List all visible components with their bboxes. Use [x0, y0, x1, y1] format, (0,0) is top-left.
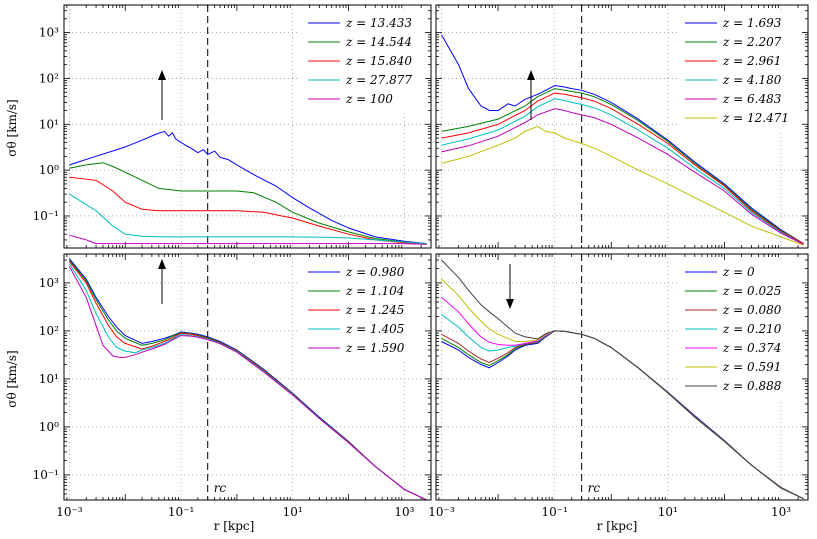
- y-tick-label: 10²: [39, 324, 59, 338]
- legend-label: z = 0.025: [722, 284, 781, 298]
- legend-label: z = 1.245: [345, 303, 404, 317]
- plot-frame: [435, 253, 809, 501]
- plot-frame: [63, 253, 432, 501]
- series-line: [69, 176, 427, 245]
- y-tick-label: 10¹: [39, 117, 59, 131]
- arrow-head: [158, 70, 166, 80]
- y-tick-label: 10⁰: [39, 163, 59, 177]
- arrow-head: [506, 299, 514, 309]
- series-line: [441, 125, 804, 246]
- legend-label: z = 1.590: [345, 341, 405, 355]
- y-tick-label: 10²: [39, 71, 59, 85]
- y-tick-label: 10⁰: [39, 420, 59, 434]
- y-axis-label-top: σθ [km/s]: [5, 99, 19, 156]
- legend-label: z = 100: [345, 92, 393, 106]
- x-tick-label: 10³: [771, 505, 791, 519]
- legend-box: [677, 11, 802, 131]
- x-tick-label: 10⁻¹: [168, 505, 194, 519]
- panel-bottom-left: z = 0.980 z = 1.104 z = 1.245 z = 1.405 z = …: [33, 253, 432, 519]
- series-line: [69, 193, 427, 245]
- series-group: [68, 258, 427, 500]
- x-tick-label: 10⁻³: [56, 505, 83, 519]
- y-tick-label: 10³: [39, 26, 59, 40]
- x-tick-label: 10⁻³: [428, 505, 455, 519]
- x-tick-label: 10⁻¹: [541, 505, 567, 519]
- legend-label: z = 0.210: [722, 322, 782, 336]
- series-line: [441, 98, 804, 245]
- legend-label: z = 14.544: [345, 35, 412, 49]
- legend-label: z = 4.180: [722, 73, 782, 87]
- series-line: [69, 234, 427, 245]
- legend-label: z = 0.888: [722, 379, 782, 393]
- plot-frame: [63, 4, 432, 249]
- panel-bottom-right: z = 0 z = 0.025 z = 0.080 z = 0.210 z = 0.37…: [428, 253, 809, 519]
- legend: z = 0 z = 0.025 z = 0.080 z = 0.210 z = 0.37…: [677, 260, 802, 399]
- legend-label: z = 0.374: [722, 341, 781, 355]
- series-line: [69, 130, 427, 245]
- legend-label: z = 27.877: [345, 73, 412, 87]
- arrow-head: [158, 259, 166, 269]
- plot-frame: [435, 4, 809, 249]
- legend-label: z = 1.104: [345, 284, 404, 298]
- legend-label: z = 0.080: [722, 303, 782, 317]
- arrow-head: [527, 70, 535, 80]
- legend: z = 13.433 z = 14.544 z = 15.840 z = 27.877…: [300, 11, 425, 112]
- series-group: [441, 34, 804, 246]
- series-line: [69, 162, 427, 245]
- y-tick-label: 10⁻¹: [33, 209, 59, 223]
- y-tick-label: 10⁻¹: [33, 468, 59, 482]
- x-axis-label-left: r [kpc]: [214, 519, 255, 533]
- x-tick-label: 10³: [394, 505, 414, 519]
- legend: z = 0.980 z = 1.104 z = 1.245 z = 1.405 z = …: [300, 260, 425, 361]
- legend-label: z = 2.207: [722, 35, 782, 49]
- legend-label: z = 0: [722, 265, 755, 279]
- y-axis-label-bottom: σθ [km/s]: [5, 350, 19, 407]
- series-line: [441, 108, 804, 245]
- series-line: [441, 34, 804, 245]
- x-tick-label: 10¹: [283, 505, 303, 519]
- series-group: [69, 130, 427, 245]
- legend-label: z = 15.840: [345, 54, 412, 68]
- x-axis-label-right: r [kpc]: [597, 519, 638, 533]
- legend-label: z = 12.471: [722, 111, 789, 125]
- legend-label: z = 13.433: [345, 16, 412, 30]
- y-tick-label: 10³: [39, 276, 59, 290]
- panel-top-right: z = 1.693 z = 2.207 z = 2.961 z = 4.180 z = …: [435, 4, 809, 249]
- series-line: [441, 92, 804, 245]
- y-tick-label: 10¹: [39, 372, 59, 386]
- x-tick-label: 10¹: [658, 505, 678, 519]
- rc-label: rc: [214, 481, 227, 495]
- rc-label: rc: [588, 481, 601, 495]
- series-line: [441, 259, 804, 500]
- legend-label: z = 0.980: [345, 265, 405, 279]
- legend: z = 1.693 z = 2.207 z = 2.961 z = 4.180 z = …: [677, 11, 802, 131]
- legend-label: z = 2.961: [722, 54, 781, 68]
- series-line: [441, 88, 804, 245]
- legend-label: z = 1.693: [722, 16, 782, 30]
- series-group: [441, 259, 804, 500]
- legend-label: z = 0.591: [722, 360, 781, 374]
- panel-top-left: z = 13.433 z = 14.544 z = 15.840 z = 27.877…: [33, 4, 432, 249]
- series-line: [68, 266, 427, 500]
- legend-label: z = 6.483: [722, 92, 782, 106]
- legend-label: z = 1.405: [345, 322, 404, 336]
